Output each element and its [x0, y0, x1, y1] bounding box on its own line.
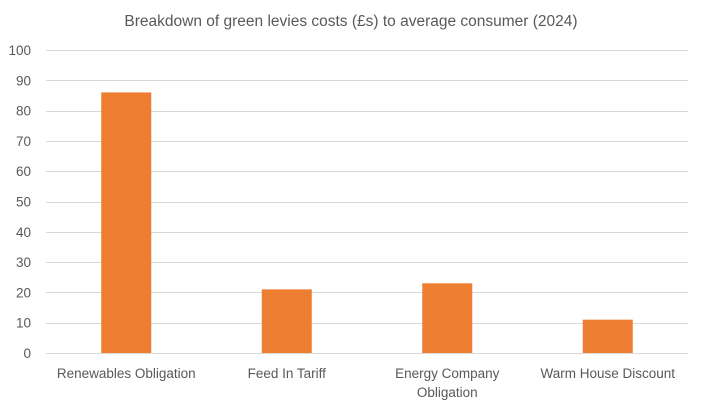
x-category-label-line: Renewables Obligation	[57, 366, 196, 381]
y-tick-label: 80	[16, 104, 31, 119]
y-tick-label: 20	[16, 285, 31, 300]
bar	[422, 283, 473, 353]
bar	[101, 92, 152, 354]
x-axis-category-labels: Renewables Obligation Feed In Tariff Energ…	[57, 366, 675, 400]
x-category-label-line: Obligation	[417, 385, 478, 400]
x-category-label-line: Warm House Discount	[540, 366, 675, 381]
y-tick-label: 10	[16, 316, 31, 331]
y-tick-label: 40	[16, 225, 31, 240]
x-category-label: Feed In Tariff	[248, 366, 327, 381]
y-tick-label: 0	[23, 346, 31, 361]
x-category-label-line: Energy Company	[395, 366, 500, 381]
y-tick-label: 100	[8, 43, 31, 58]
bars	[101, 92, 633, 354]
x-category-label: Renewables Obligation	[57, 366, 196, 381]
x-category-label-line: Feed In Tariff	[248, 366, 327, 381]
y-tick-label: 70	[16, 134, 31, 149]
y-tick-label: 60	[16, 164, 31, 179]
chart-title: Breakdown of green levies costs (£s) to …	[124, 13, 577, 30]
gridlines	[46, 50, 688, 354]
bar	[261, 289, 312, 353]
y-tick-label: 30	[16, 255, 31, 270]
y-tick-label: 50	[16, 195, 31, 210]
y-tick-label: 90	[16, 73, 31, 88]
bar	[582, 319, 633, 353]
x-category-label: Energy Company Obligation	[395, 366, 500, 400]
x-category-label: Warm House Discount	[540, 366, 675, 381]
y-axis-tick-labels: 0 10 20 30 40 50 60 70 80 90 100	[8, 43, 31, 361]
